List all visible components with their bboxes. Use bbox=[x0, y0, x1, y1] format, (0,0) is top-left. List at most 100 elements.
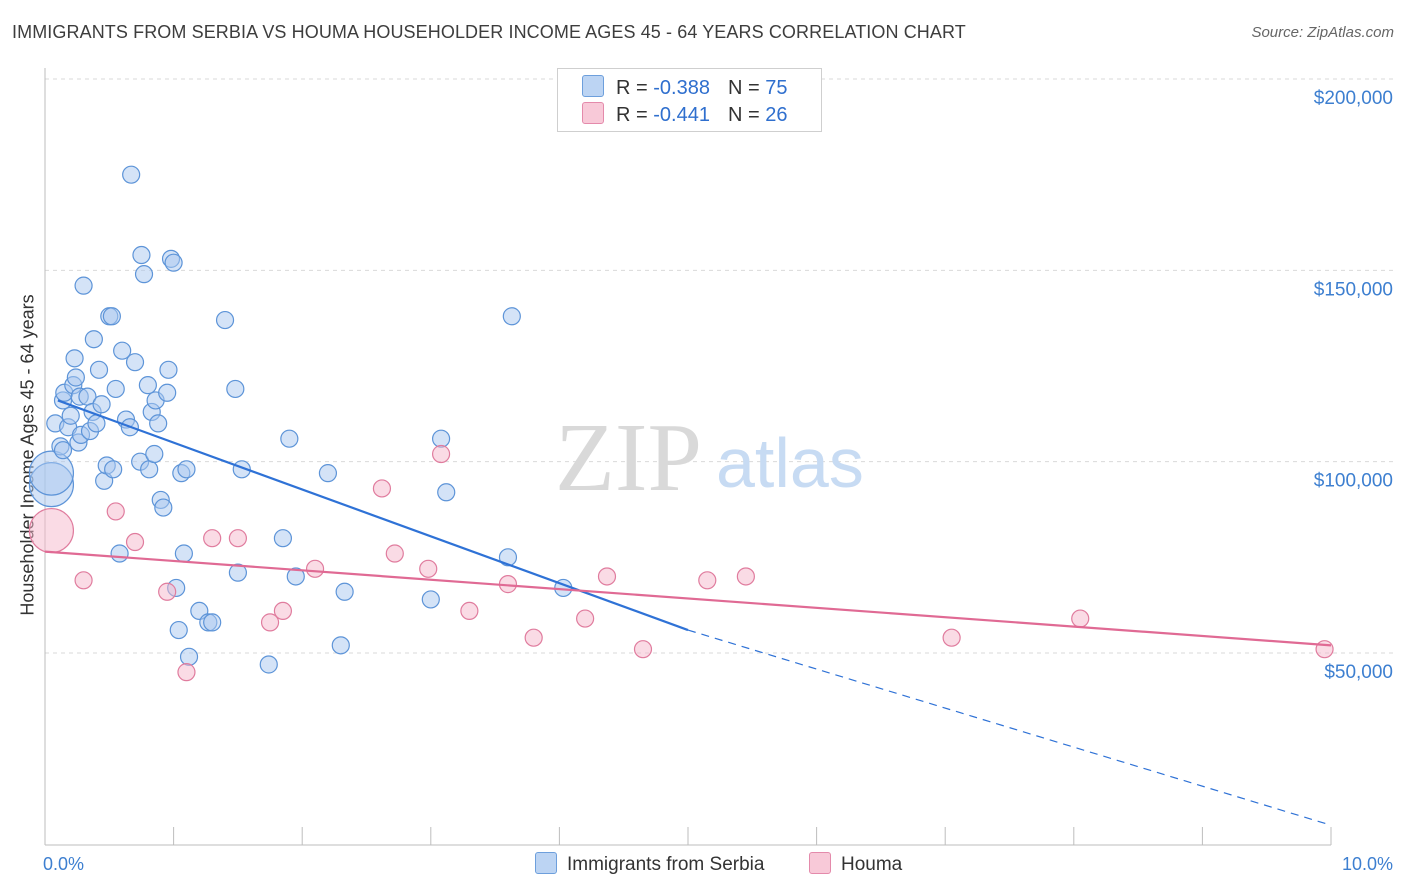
data-point bbox=[273, 601, 293, 621]
bottom-legend: Immigrants from Serbia Houma bbox=[0, 852, 1406, 878]
data-point bbox=[164, 253, 183, 272]
data-point bbox=[158, 383, 177, 402]
data-point bbox=[66, 368, 85, 387]
data-point bbox=[113, 341, 132, 360]
x-tick-label: 10.0% bbox=[1342, 854, 1393, 874]
data-point bbox=[419, 559, 438, 578]
data-point bbox=[736, 567, 755, 586]
data-point bbox=[104, 460, 123, 479]
data-point bbox=[122, 165, 141, 184]
bottom-legend-swatch-houma bbox=[809, 852, 831, 874]
data-point bbox=[158, 582, 177, 601]
data-point bbox=[102, 307, 121, 326]
legend-r-value: -0.441 bbox=[653, 104, 710, 126]
data-point bbox=[125, 532, 145, 552]
data-point bbox=[140, 460, 159, 479]
data-point bbox=[92, 395, 111, 414]
data-point bbox=[502, 307, 521, 326]
data-point bbox=[203, 529, 222, 548]
y-tick-label: $50,000 bbox=[1324, 662, 1393, 683]
watermark: ZIP atlas bbox=[555, 404, 864, 512]
data-point bbox=[74, 571, 93, 590]
data-point bbox=[385, 544, 404, 563]
x-tick-labels: 0.0% 10.0% bbox=[43, 854, 1393, 874]
data-point bbox=[524, 628, 543, 647]
legend-swatch-houma bbox=[582, 102, 604, 124]
legend-row-houma: R = -0.441 N = 26 bbox=[582, 102, 787, 126]
data-point bbox=[53, 441, 73, 460]
data-point bbox=[942, 628, 961, 647]
data-point bbox=[305, 559, 325, 578]
data-point bbox=[177, 460, 196, 479]
data-point bbox=[228, 529, 247, 548]
legend-n-value: 26 bbox=[765, 104, 788, 126]
bottom-legend-swatch-serbia bbox=[535, 852, 557, 874]
data-point bbox=[134, 265, 154, 284]
data-point bbox=[61, 406, 80, 425]
y-tick-labels: $50,000 $100,000 $150,000 $200,000 bbox=[1314, 88, 1393, 683]
legend-n-label: N = bbox=[727, 104, 766, 126]
legend: R = -0.388 N = 75 R = -0.441 N = 26 bbox=[557, 68, 822, 132]
data-point bbox=[498, 548, 518, 567]
data-point bbox=[203, 613, 222, 632]
legend-r-label: R = bbox=[616, 77, 654, 99]
data-point bbox=[698, 571, 717, 590]
chart-source: Source: ZipAtlas.com bbox=[1251, 24, 1394, 41]
data-point bbox=[437, 483, 456, 502]
watermark-atlas: atlas bbox=[716, 424, 864, 502]
legend-r-label: R = bbox=[616, 104, 654, 126]
data-point bbox=[633, 640, 653, 659]
data-point bbox=[154, 498, 173, 517]
data-point bbox=[28, 450, 75, 496]
bottom-legend-houma: Houma bbox=[809, 852, 902, 876]
legend-row-serbia: R = -0.388 N = 75 bbox=[582, 75, 787, 99]
data-point bbox=[74, 276, 93, 295]
data-point bbox=[460, 601, 479, 621]
data-point bbox=[110, 544, 129, 563]
data-point bbox=[1315, 640, 1334, 659]
data-point bbox=[259, 655, 278, 674]
legend-n-value: 75 bbox=[765, 77, 788, 99]
data-point bbox=[431, 444, 451, 464]
data-point bbox=[89, 360, 109, 379]
data-point bbox=[84, 330, 103, 349]
data-point bbox=[28, 507, 75, 554]
series-houma-points bbox=[28, 444, 1334, 682]
data-point bbox=[335, 582, 354, 601]
data-point bbox=[597, 567, 617, 586]
data-point bbox=[431, 429, 451, 448]
data-point bbox=[159, 360, 178, 379]
data-point bbox=[215, 310, 235, 330]
data-point bbox=[169, 620, 188, 640]
chart-title: IMMIGRANTS FROM SERBIA VS HOUMA HOUSEHOL… bbox=[12, 22, 966, 42]
data-point bbox=[132, 245, 151, 265]
bottom-legend-label-serbia: Immigrants from Serbia bbox=[567, 854, 765, 875]
data-point bbox=[179, 647, 199, 666]
data-point bbox=[149, 414, 168, 433]
x-tick-label: 0.0% bbox=[43, 854, 84, 874]
trend-line-houma bbox=[44, 550, 1332, 647]
data-point bbox=[106, 379, 125, 399]
data-point bbox=[318, 464, 338, 483]
data-point bbox=[331, 636, 350, 655]
legend-n-label: N = bbox=[727, 77, 766, 99]
trend-line-serbia-extension bbox=[687, 629, 1332, 826]
y-tick-label: $150,000 bbox=[1314, 279, 1393, 300]
data-point bbox=[226, 379, 245, 399]
data-point bbox=[138, 376, 157, 395]
data-point bbox=[174, 544, 193, 563]
legend-swatch-serbia bbox=[582, 75, 604, 97]
trend-lines bbox=[44, 399, 1332, 826]
data-point bbox=[125, 353, 145, 372]
data-point bbox=[286, 567, 305, 586]
bottom-legend-label-houma: Houma bbox=[841, 854, 903, 875]
y-tick-label: $100,000 bbox=[1314, 471, 1393, 492]
legend-r-value: -0.388 bbox=[653, 77, 710, 99]
y-tick-label: $200,000 bbox=[1314, 88, 1393, 109]
data-point bbox=[421, 590, 440, 609]
data-point bbox=[280, 429, 299, 448]
data-point bbox=[65, 349, 84, 368]
data-point bbox=[576, 609, 595, 628]
data-point bbox=[228, 563, 247, 582]
